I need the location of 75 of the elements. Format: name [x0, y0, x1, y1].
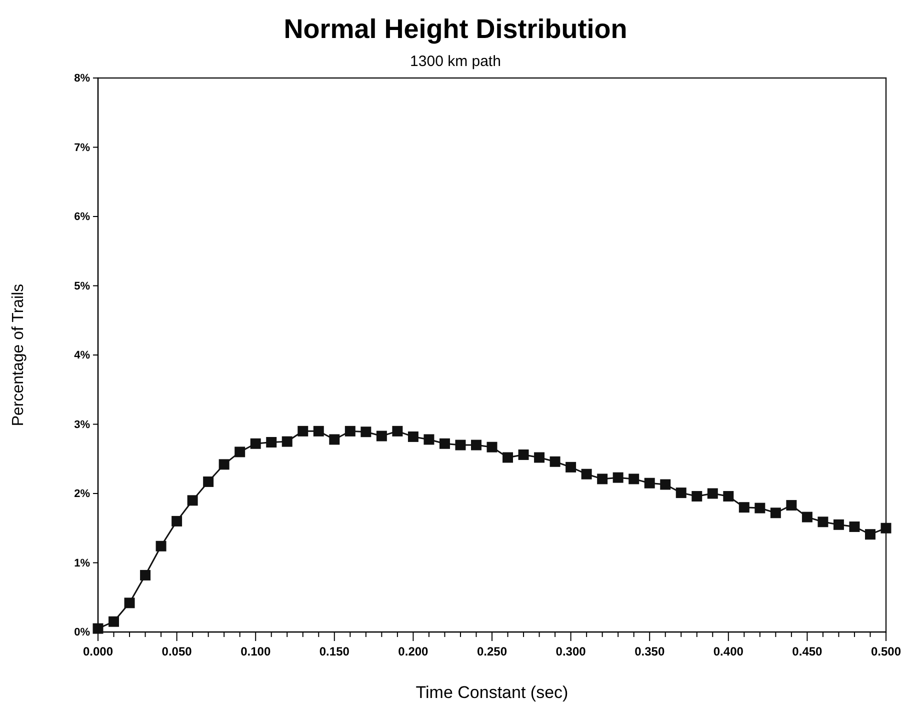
point [612, 472, 624, 483]
point [786, 500, 797, 511]
x-tick-label: 0.100 [240, 644, 271, 658]
point [250, 438, 261, 449]
point [140, 570, 151, 580]
point [581, 468, 592, 480]
x-tick-label: 0.150 [319, 644, 350, 658]
point [566, 462, 576, 472]
point [754, 502, 766, 514]
point [550, 456, 560, 467]
point [833, 519, 844, 530]
x-tick-label: 0.350 [634, 644, 665, 658]
x-tick-label: 0.050 [162, 644, 192, 658]
point [864, 529, 876, 540]
point [644, 478, 655, 488]
x-tick-label: 0.000 [82, 644, 114, 658]
point [360, 426, 372, 438]
point [266, 437, 277, 448]
point [172, 516, 182, 526]
point [218, 459, 230, 470]
point [518, 449, 529, 460]
point [376, 430, 387, 442]
point [770, 508, 781, 518]
point [692, 491, 702, 502]
x-tick-label: 0.300 [556, 644, 586, 658]
point [282, 436, 292, 447]
chart-title: Normal Height Distribution [284, 14, 628, 44]
y-tick-label: 2% [74, 488, 90, 500]
point [329, 434, 340, 445]
point [470, 440, 482, 450]
point [108, 616, 120, 627]
y-tick-label: 4% [74, 350, 90, 362]
point [439, 438, 450, 449]
point [660, 479, 671, 490]
y-tick-label: 3% [74, 418, 90, 431]
point [187, 495, 198, 506]
point [156, 540, 166, 552]
point [124, 598, 135, 608]
point [707, 488, 718, 499]
y-tick-label: 6% [74, 211, 90, 224]
point [392, 426, 403, 436]
point [738, 502, 750, 513]
point [424, 434, 434, 445]
x-tick-label: 0.500 [870, 644, 902, 658]
point [880, 522, 892, 534]
point [628, 474, 640, 484]
x-tick-label: 0.400 [713, 644, 744, 658]
y-tick-label: 0% [74, 626, 90, 639]
point [408, 431, 418, 442]
y-tick-label: 1% [74, 557, 90, 570]
point [849, 521, 860, 532]
y-axis-title: Percentage of Trails [10, 284, 27, 426]
point [502, 452, 514, 463]
point [597, 474, 608, 484]
point [203, 476, 214, 487]
y-tick-label: 8% [74, 72, 90, 85]
x-tick-label: 0.250 [476, 644, 508, 658]
point [313, 426, 324, 436]
point [486, 442, 498, 452]
chart-subtitle: 1300 km path [410, 53, 501, 70]
y-tick-label: 5% [74, 280, 90, 292]
point [534, 452, 545, 463]
point [298, 426, 308, 436]
x-tick-label: 0.200 [398, 644, 429, 658]
y-tick-label: 7% [74, 142, 90, 154]
point [344, 426, 356, 436]
point [723, 491, 734, 502]
x-tick-label: 0.450 [792, 644, 823, 658]
point [802, 512, 812, 522]
point [676, 488, 686, 498]
point [234, 446, 246, 458]
point [455, 440, 466, 450]
point [818, 516, 828, 528]
point [92, 623, 104, 634]
x-axis-title: Time Constant (sec) [416, 683, 568, 702]
